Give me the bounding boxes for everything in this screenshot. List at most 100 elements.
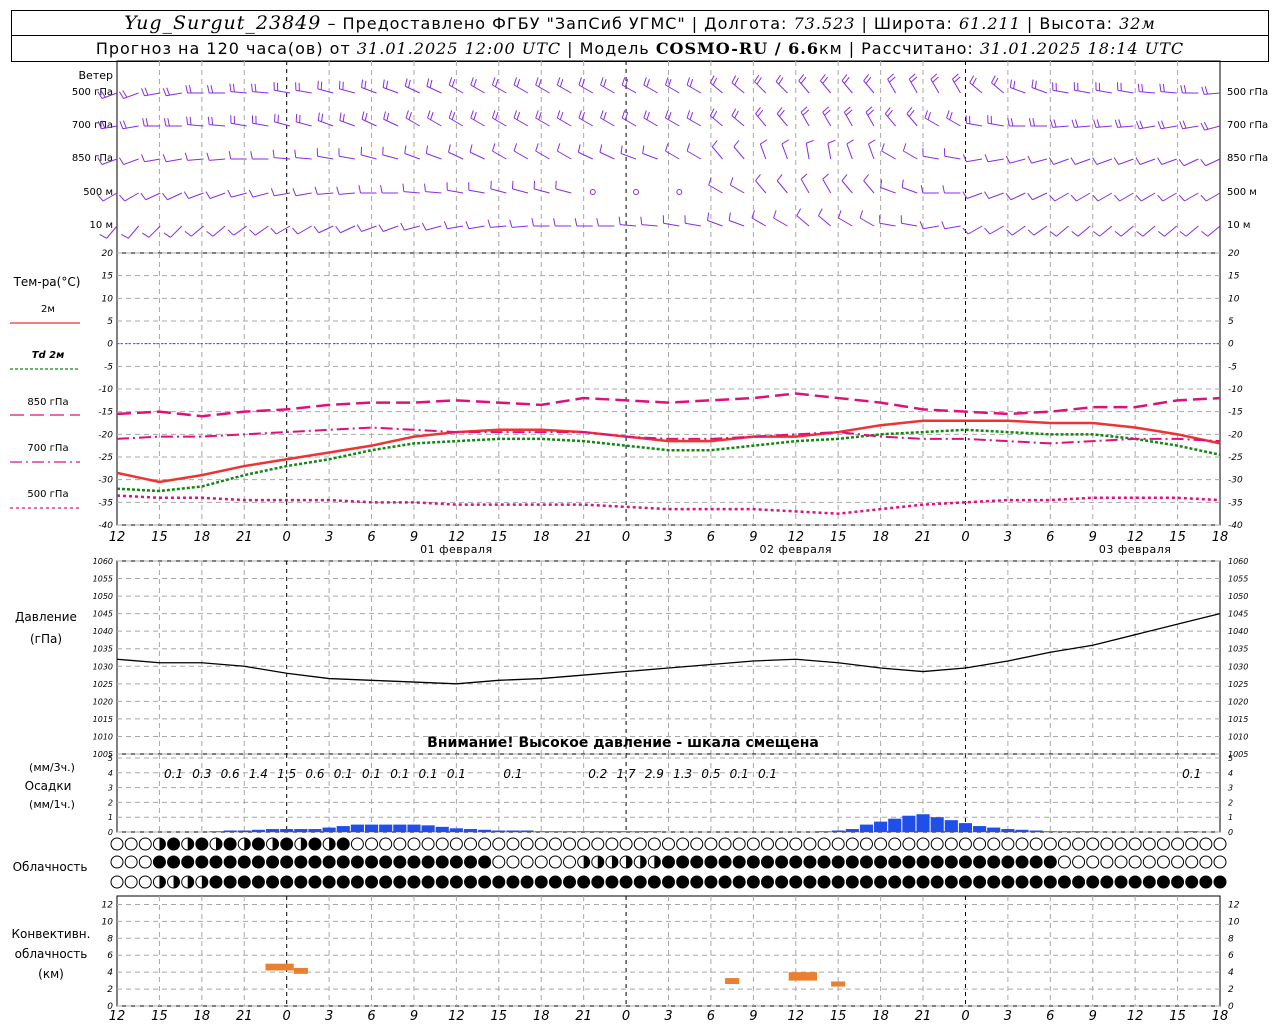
wind-barb (599, 144, 615, 160)
cloud-symbol (1015, 875, 1029, 889)
wind-barb (1006, 225, 1026, 236)
temp-tick-right: -10 (1228, 385, 1243, 395)
wind-barb (1159, 83, 1177, 94)
precip-bar (350, 824, 364, 832)
cloud-symbol (845, 855, 859, 869)
wind-barb (487, 219, 507, 228)
hour-label-bottom: 21 (915, 1009, 932, 1024)
wind-barb (838, 210, 853, 227)
cloud-symbol (619, 837, 633, 851)
conv-tick-left: 4 (107, 968, 113, 978)
cloud-symbol (266, 855, 280, 869)
wind-barb (642, 145, 658, 160)
wind-barb (555, 180, 572, 194)
wind-level-label-left: 500 м (83, 187, 113, 198)
conv-tick-left: 8 (107, 934, 113, 944)
precip-bar (647, 831, 661, 832)
precip-3h-total: 2.9 (645, 767, 664, 781)
cloud-symbol (1100, 837, 1114, 851)
wind-barb (470, 110, 485, 127)
hour-label-bottom: 12 (1127, 1009, 1144, 1024)
conv-cloud-bar (788, 972, 817, 981)
wind-barb (402, 183, 420, 194)
cloud-symbol (577, 837, 591, 851)
conv-cloud-bar (293, 967, 308, 974)
precip-bar (506, 830, 520, 832)
panel-labels: Ветер Тем-ра(°C) Давление (гПа) Внимание… (12, 69, 819, 981)
wind-barb (1200, 158, 1221, 167)
alt-value: 32м (1119, 13, 1156, 33)
wind-barb (1135, 157, 1156, 165)
cloud-symbol (209, 875, 223, 889)
precip-3h-total: 0.6 (305, 767, 324, 781)
hour-label-temp: 21 (915, 530, 932, 545)
wind-barb (227, 189, 247, 198)
cloud-symbol (520, 837, 534, 851)
precip-tick-right: 4 (1228, 769, 1233, 778)
cloud-symbol (760, 875, 774, 889)
wind-barb (1157, 157, 1177, 165)
wind-title: Ветер (79, 69, 113, 82)
cloud-symbol (350, 837, 364, 851)
wind-barb (908, 73, 918, 94)
cloud-symbol (336, 855, 350, 869)
wind-barb (360, 146, 377, 160)
pressure-tick-right: 1035 (1228, 645, 1248, 654)
hour-label-temp: 0 (283, 530, 291, 545)
wind-barb (273, 82, 291, 94)
pressure-tick-left: 1045 (93, 610, 113, 619)
wind-barb (424, 183, 442, 194)
wind-barb (969, 75, 983, 94)
cloud-symbol (1086, 855, 1100, 869)
hour-label-temp: 21 (575, 530, 592, 545)
cloud-symbol (1057, 855, 1071, 869)
precip-3h-total: 0.1 (1182, 767, 1201, 781)
cloud-symbol (619, 875, 633, 889)
temp-tick-left: 20 (102, 249, 114, 259)
hour-label-temp: 9 (1089, 530, 1097, 545)
wind-barb (643, 110, 658, 127)
hour-label-bottom: 18 (533, 1009, 550, 1024)
pressure-tick-right: 1025 (1228, 680, 1248, 689)
wind-barb (249, 225, 269, 236)
cloud-symbol (520, 875, 534, 889)
temp-tick-right: 20 (1228, 249, 1240, 259)
wind-barb (313, 225, 334, 234)
cloud-symbol (336, 837, 350, 851)
precip-tick-left: 2 (108, 798, 113, 807)
hour-label-temp: 0 (961, 530, 969, 545)
cloud-symbol (662, 875, 675, 889)
wind-barb (314, 186, 334, 195)
precip-tick-left: 3 (108, 784, 113, 793)
cloud-symbol (506, 855, 520, 869)
conv-title-2: облачность (15, 947, 88, 961)
cloud-symbol (1128, 875, 1142, 889)
wind-barb (186, 116, 204, 127)
temp-tick-left: 15 (102, 272, 114, 282)
cloud-symbol (605, 875, 619, 889)
conv-cloud-bar (725, 978, 740, 984)
cloud-symbol (308, 837, 322, 851)
wind-barb (1092, 157, 1113, 165)
wind-barb (773, 210, 788, 227)
cloud-symbol (322, 855, 336, 869)
precip-3h-total: 0.3 (192, 767, 211, 781)
wind-barb (274, 113, 291, 127)
cloud-symbol (251, 875, 265, 889)
cloud-symbol (280, 837, 294, 851)
precip-bar (1072, 831, 1086, 832)
cloud-symbol (1142, 875, 1156, 889)
hour-label-bottom: 3 (1004, 1009, 1012, 1024)
pressure-unit: (гПа) (30, 632, 62, 646)
cloud-symbol (831, 855, 845, 869)
cloud-symbol (520, 855, 534, 869)
cloud-symbol (548, 837, 562, 851)
hour-label-bottom: 15 (830, 1009, 847, 1024)
cloud-symbol (1086, 837, 1100, 851)
wind-barb (118, 157, 139, 165)
wind-barb (491, 110, 507, 127)
wind-barb (1179, 225, 1199, 237)
wind-barb (383, 111, 399, 127)
wind-barb (99, 225, 118, 239)
cloud-symbol (1128, 837, 1142, 851)
